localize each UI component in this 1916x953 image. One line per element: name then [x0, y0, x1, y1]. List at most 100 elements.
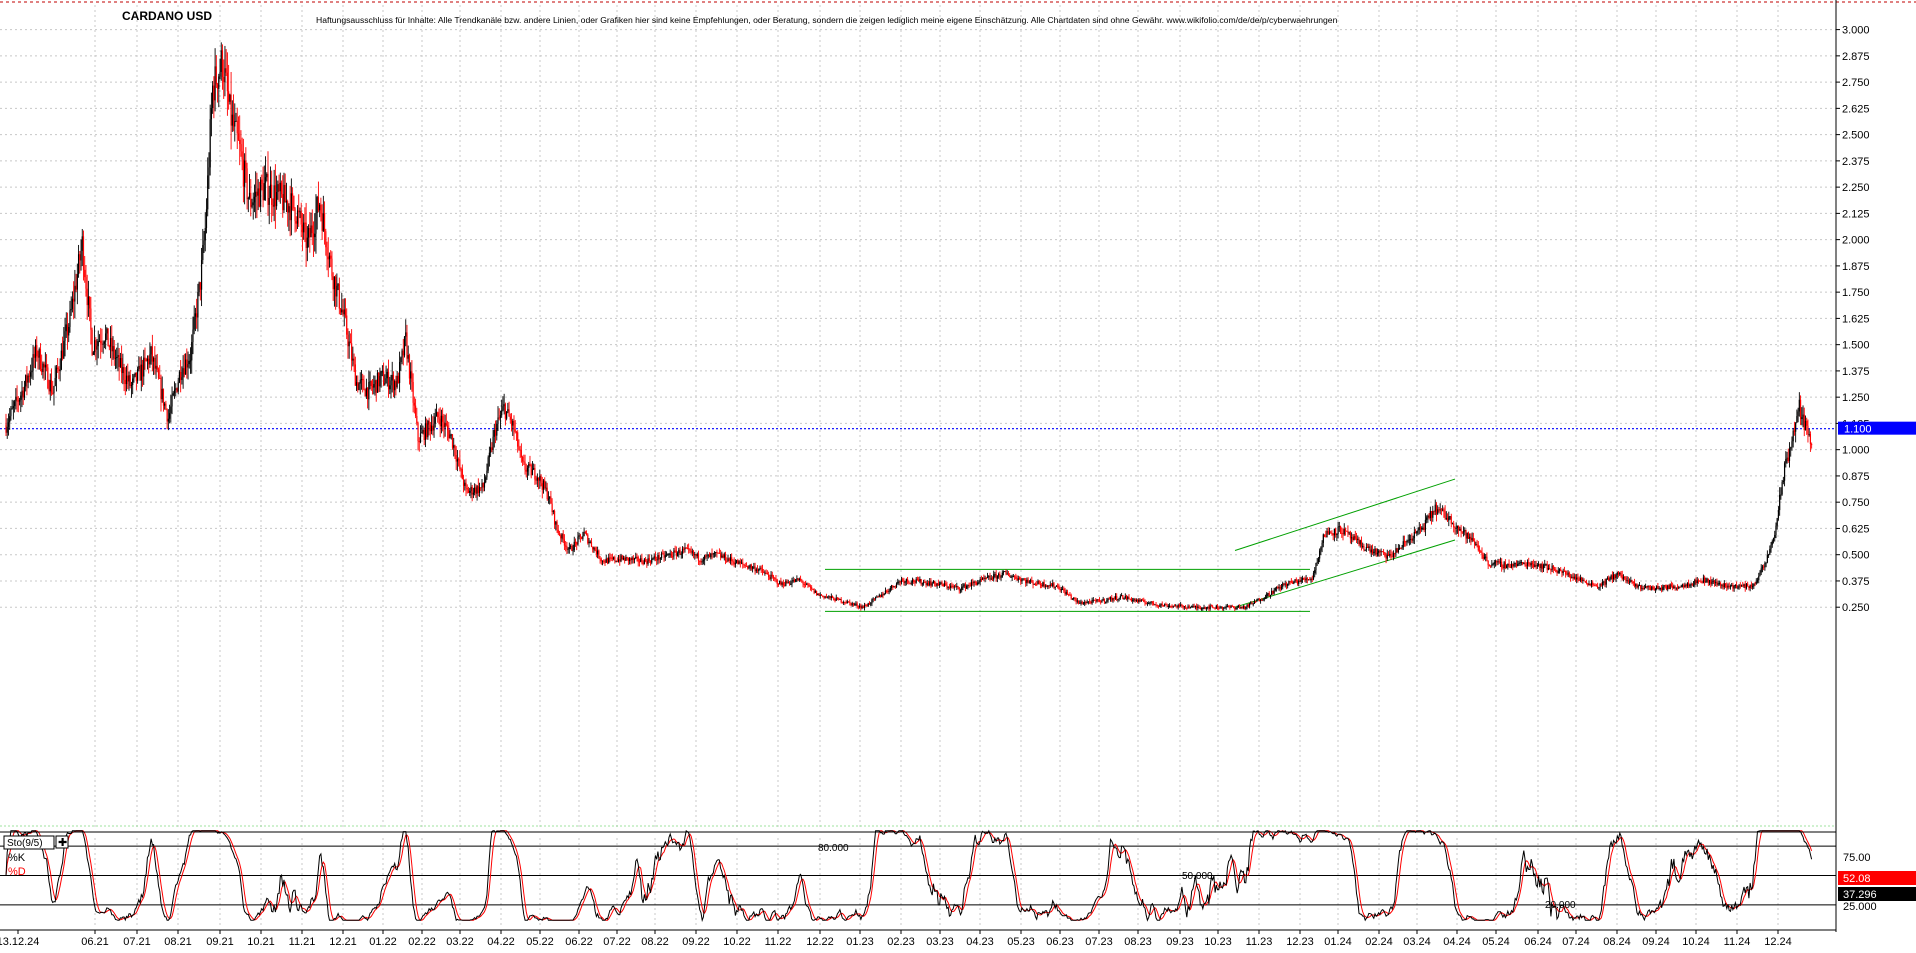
- candle-body: [1207, 606, 1209, 608]
- candle-body: [599, 557, 601, 560]
- candle-body: [1518, 562, 1520, 565]
- candle-body: [984, 578, 986, 580]
- candle-body: [831, 596, 834, 598]
- candle-body: [106, 328, 108, 334]
- candle-body: [208, 167, 210, 176]
- candle-body: [1653, 587, 1655, 590]
- date-tick-label: 05.22: [526, 936, 554, 948]
- candle-body: [1342, 533, 1344, 535]
- candle-body: [385, 378, 387, 384]
- date-tick-label: 11.22: [765, 936, 792, 948]
- candle-body: [1552, 565, 1554, 570]
- candle-body: [1220, 606, 1222, 608]
- candle-body: [1101, 600, 1103, 603]
- candle-body: [1745, 583, 1748, 589]
- candle-body: [1472, 538, 1474, 542]
- candle-body: [316, 197, 318, 213]
- candle-body: [294, 208, 296, 222]
- candle-body: [1482, 554, 1484, 559]
- date-tick-label: 12.23: [1286, 936, 1314, 948]
- candle-body: [1689, 585, 1691, 587]
- candle-body: [811, 587, 813, 589]
- candle-body: [861, 606, 863, 609]
- candle-body: [55, 367, 58, 378]
- candle-body: [1075, 598, 1077, 602]
- candle-body: [924, 581, 926, 583]
- candle-body: [296, 210, 299, 224]
- candle-body: [1534, 565, 1536, 567]
- candle-body: [490, 447, 492, 453]
- stoch-level-50-label: 50.000: [1182, 871, 1213, 882]
- date-tick-label: 05.24: [1482, 936, 1510, 948]
- candle-body: [1052, 583, 1054, 587]
- candle-body: [1729, 586, 1732, 588]
- candle-body: [705, 555, 707, 557]
- candle-body: [1470, 536, 1472, 541]
- candle-body: [86, 288, 88, 306]
- candle-body: [1578, 579, 1580, 581]
- candle-body: [300, 211, 302, 225]
- candle-body: [558, 533, 561, 536]
- candle-body: [512, 420, 514, 426]
- candle-body: [1188, 606, 1190, 609]
- candle-body: [760, 567, 762, 569]
- candle-body: [1583, 579, 1585, 582]
- candle-body: [219, 71, 221, 77]
- candle-body: [867, 603, 869, 607]
- candle-body: [138, 365, 140, 369]
- candle-body: [203, 240, 205, 246]
- candle-body: [620, 555, 622, 562]
- candle-body: [1451, 523, 1454, 525]
- candle-body: [1322, 534, 1324, 543]
- trendline: [1234, 539, 1456, 608]
- candle-body: [996, 575, 998, 579]
- candle-body: [365, 387, 367, 397]
- date-tick-label: 11.23: [1246, 936, 1273, 948]
- candle-body: [756, 569, 759, 572]
- add-indicator-button[interactable]: [55, 835, 69, 849]
- candle-body: [1702, 577, 1704, 583]
- candle-body: [59, 369, 61, 372]
- candle-body: [611, 557, 613, 559]
- candle-body: [1672, 586, 1674, 589]
- candle-body: [1333, 528, 1335, 536]
- candle-body: [1109, 597, 1112, 599]
- candle-body: [1151, 601, 1153, 603]
- candle-body: [818, 593, 820, 596]
- candle-body: [478, 487, 481, 493]
- candle-body: [783, 585, 786, 587]
- candle-body: [903, 580, 905, 583]
- candle-body: [1197, 606, 1199, 609]
- candle-body: [406, 332, 408, 359]
- candle-body: [1679, 586, 1681, 588]
- candle-body: [1669, 584, 1671, 589]
- candle-body: [1042, 582, 1044, 587]
- candle-body: [1728, 585, 1730, 587]
- candle-body: [940, 582, 942, 584]
- date-tick-label: 06.23: [1046, 936, 1074, 948]
- candle-body: [105, 333, 107, 342]
- symbol-title: CARDANO USD: [122, 9, 212, 23]
- candle-body: [791, 581, 793, 584]
- candle-body: [1061, 588, 1064, 590]
- candle-body: [1780, 494, 1782, 496]
- candle-body: [1712, 580, 1714, 582]
- candle-body: [951, 585, 953, 587]
- candle-body: [617, 559, 620, 562]
- candle-body: [331, 258, 333, 277]
- candle-body: [1690, 584, 1692, 586]
- candle-body: [97, 341, 99, 347]
- candle-body: [1116, 596, 1118, 600]
- candle-body: [1592, 582, 1594, 585]
- candle-body: [1733, 585, 1735, 589]
- candle-body: [1659, 587, 1661, 589]
- candle-body: [74, 285, 76, 302]
- candle-body: [1332, 533, 1334, 536]
- candle-body: [1579, 577, 1581, 581]
- candle-body: [1089, 601, 1091, 603]
- candle-body: [1293, 581, 1295, 584]
- candle-body: [394, 381, 396, 391]
- candle-body: [1617, 572, 1620, 575]
- candle-body: [1797, 411, 1799, 417]
- candle-body: [926, 583, 928, 585]
